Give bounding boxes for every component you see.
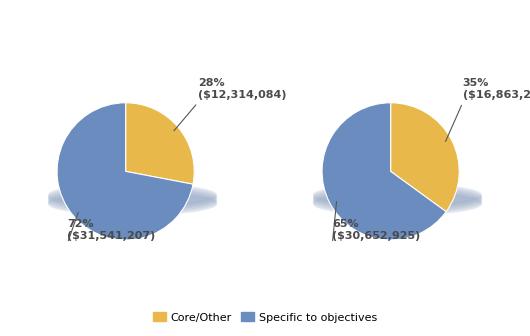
Ellipse shape — [314, 193, 481, 215]
Legend: Core/Other, Specific to objectives: Core/Other, Specific to objectives — [148, 308, 382, 327]
Wedge shape — [126, 103, 194, 184]
Ellipse shape — [49, 190, 216, 212]
Ellipse shape — [49, 189, 216, 211]
Text: 2012: Proportion of Projects
Corresponding to IACC $\it{Strategic\ Plan}$
Questi: 2012: Proportion of Projects Correspondi… — [279, 9, 516, 61]
Wedge shape — [322, 103, 446, 240]
Ellipse shape — [314, 192, 481, 214]
Ellipse shape — [314, 185, 481, 207]
Text: 72%
($31,541,207): 72% ($31,541,207) — [67, 219, 156, 241]
Text: 35%
($16,863,272): 35% ($16,863,272) — [463, 78, 530, 100]
Ellipse shape — [49, 192, 216, 214]
Ellipse shape — [49, 188, 216, 210]
Ellipse shape — [314, 190, 481, 212]
Text: 28%
($12,314,084): 28% ($12,314,084) — [198, 78, 286, 100]
Ellipse shape — [314, 184, 481, 206]
Ellipse shape — [49, 184, 216, 206]
Ellipse shape — [49, 186, 216, 209]
Wedge shape — [57, 103, 193, 240]
Ellipse shape — [314, 189, 481, 211]
Wedge shape — [391, 103, 459, 212]
Ellipse shape — [314, 188, 481, 210]
Ellipse shape — [314, 186, 481, 209]
Text: 2011: Proportion of Projects
Corresponding to IACC $\it{Strategic\ Plan}$
Questi: 2011: Proportion of Projects Correspondi… — [14, 9, 251, 61]
Ellipse shape — [49, 193, 216, 215]
Ellipse shape — [49, 185, 216, 207]
Text: 65%
($30,652,925): 65% ($30,652,925) — [332, 219, 421, 241]
